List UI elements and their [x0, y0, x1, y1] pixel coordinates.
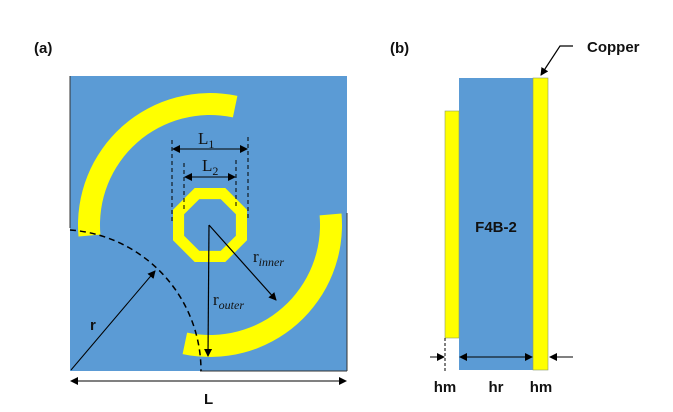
hm-right-label: hm	[530, 379, 553, 396]
panel-b-label: (b)	[390, 40, 409, 57]
octagon-ring	[173, 188, 247, 262]
r-arrow	[70, 270, 156, 371]
panel-a-label: (a)	[34, 40, 52, 57]
substrate-layer	[459, 78, 533, 370]
L2-label: L2	[202, 156, 218, 178]
hr-label: hr	[489, 379, 504, 396]
dim-guides	[171, 137, 249, 222]
r-outer-arrow	[204, 224, 213, 357]
copper-leader	[540, 45, 573, 76]
copper-label: Copper	[587, 39, 640, 56]
hm-left-label: hm	[434, 379, 457, 396]
copper-ground-layer	[532, 77, 549, 371]
split-ring-upper-left	[78, 93, 238, 237]
r-outer-label: router	[213, 290, 244, 312]
L-label: L	[204, 391, 213, 408]
substrate-label: F4B-2	[475, 219, 517, 236]
r-label: r	[90, 317, 96, 334]
r-inner-arrow	[208, 224, 277, 301]
copper-pattern-layer	[444, 110, 460, 339]
L1-label: L1	[198, 129, 214, 151]
radius-r-arc	[69, 229, 202, 372]
r-inner-label: rinner	[253, 247, 284, 269]
